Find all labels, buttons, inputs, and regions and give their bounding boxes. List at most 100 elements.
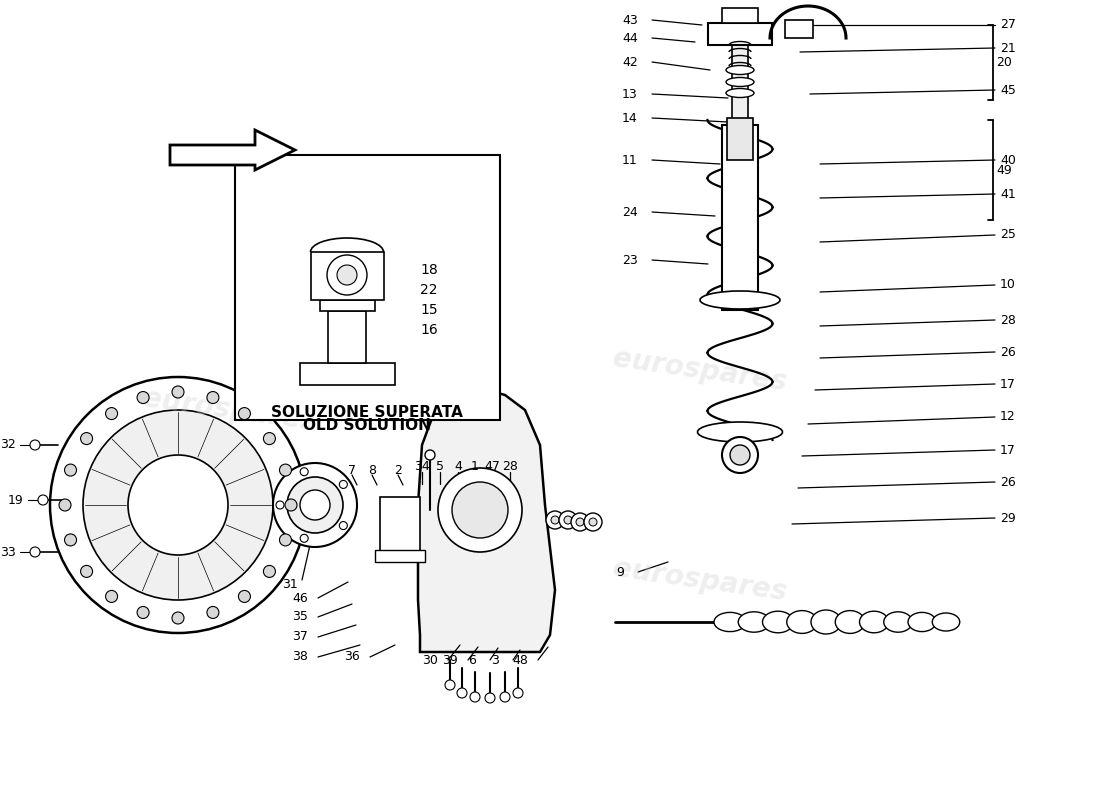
Text: 5: 5 xyxy=(436,461,444,474)
Circle shape xyxy=(513,688,522,698)
Circle shape xyxy=(65,534,77,546)
Text: 45: 45 xyxy=(1000,83,1016,97)
Circle shape xyxy=(80,433,92,445)
Bar xyxy=(722,8,758,23)
Circle shape xyxy=(722,437,758,473)
Text: 15: 15 xyxy=(420,303,438,317)
Bar xyxy=(300,363,395,385)
Bar xyxy=(722,125,758,310)
Ellipse shape xyxy=(859,611,889,633)
Circle shape xyxy=(425,450,435,460)
Text: 44: 44 xyxy=(623,31,638,45)
Ellipse shape xyxy=(811,610,842,634)
Text: 26: 26 xyxy=(1000,475,1015,489)
Circle shape xyxy=(138,391,150,403)
Text: 26: 26 xyxy=(1000,346,1015,358)
Text: 49: 49 xyxy=(996,163,1012,177)
Text: 3: 3 xyxy=(491,654,499,666)
Ellipse shape xyxy=(726,66,754,74)
Circle shape xyxy=(500,692,510,702)
Circle shape xyxy=(30,547,40,557)
Circle shape xyxy=(339,481,348,489)
Circle shape xyxy=(588,518,597,526)
Text: 43: 43 xyxy=(623,14,638,26)
Text: 37: 37 xyxy=(293,630,308,643)
Text: OLD SOLUTION: OLD SOLUTION xyxy=(304,418,431,433)
Text: SOLUZIONE SUPERATA: SOLUZIONE SUPERATA xyxy=(271,405,463,420)
Text: 21: 21 xyxy=(1000,42,1015,54)
Circle shape xyxy=(106,407,118,419)
Bar xyxy=(708,23,772,45)
Circle shape xyxy=(327,255,367,295)
Ellipse shape xyxy=(883,612,912,632)
Circle shape xyxy=(239,407,251,419)
Text: 20: 20 xyxy=(996,57,1012,70)
Bar xyxy=(375,550,425,562)
Text: 27: 27 xyxy=(1000,18,1016,31)
Text: 28: 28 xyxy=(502,461,518,474)
Text: 48: 48 xyxy=(513,654,528,666)
Circle shape xyxy=(59,499,72,511)
Circle shape xyxy=(287,477,343,533)
Text: 29: 29 xyxy=(1000,511,1015,525)
Text: 22: 22 xyxy=(420,283,438,297)
Ellipse shape xyxy=(726,89,754,98)
Text: eurospares: eurospares xyxy=(141,384,319,436)
Ellipse shape xyxy=(762,611,793,633)
Circle shape xyxy=(50,377,306,633)
Bar xyxy=(235,155,500,420)
Text: 40: 40 xyxy=(1000,154,1016,166)
Bar xyxy=(311,252,384,300)
Circle shape xyxy=(470,692,480,702)
Circle shape xyxy=(279,464,292,476)
Circle shape xyxy=(438,468,522,552)
Text: 11: 11 xyxy=(623,154,638,166)
Circle shape xyxy=(172,612,184,624)
Circle shape xyxy=(285,499,297,511)
Circle shape xyxy=(576,518,584,526)
Circle shape xyxy=(263,566,275,578)
Circle shape xyxy=(82,410,273,600)
Ellipse shape xyxy=(697,422,782,442)
Polygon shape xyxy=(170,130,295,170)
Circle shape xyxy=(485,693,495,703)
Text: 31: 31 xyxy=(282,578,298,591)
Text: 42: 42 xyxy=(623,55,638,69)
Ellipse shape xyxy=(786,610,817,634)
Bar xyxy=(379,497,420,552)
Circle shape xyxy=(546,511,564,529)
Circle shape xyxy=(276,501,284,509)
Polygon shape xyxy=(418,388,556,652)
Text: 25: 25 xyxy=(1000,229,1016,242)
Text: 9: 9 xyxy=(616,566,624,578)
Ellipse shape xyxy=(933,613,959,631)
Circle shape xyxy=(300,490,330,520)
Ellipse shape xyxy=(726,78,754,86)
Bar xyxy=(328,311,366,363)
Circle shape xyxy=(551,516,559,524)
Text: 14: 14 xyxy=(623,111,638,125)
Text: 41: 41 xyxy=(1000,187,1015,201)
Circle shape xyxy=(452,482,508,538)
Text: 17: 17 xyxy=(1000,443,1016,457)
Text: 46: 46 xyxy=(293,591,308,605)
Circle shape xyxy=(138,606,150,618)
Circle shape xyxy=(273,463,358,547)
Text: eurospares: eurospares xyxy=(612,344,789,396)
Text: 24: 24 xyxy=(623,206,638,218)
Text: 32: 32 xyxy=(0,438,15,451)
Circle shape xyxy=(30,440,40,450)
Text: 23: 23 xyxy=(623,254,638,266)
Text: 1: 1 xyxy=(471,461,478,474)
Bar xyxy=(732,45,748,125)
Text: 4: 4 xyxy=(454,461,462,474)
Text: 34: 34 xyxy=(414,461,430,474)
Circle shape xyxy=(106,590,118,602)
Text: eurospares: eurospares xyxy=(612,554,789,606)
Circle shape xyxy=(559,511,578,529)
Circle shape xyxy=(207,606,219,618)
Circle shape xyxy=(339,522,348,530)
Circle shape xyxy=(172,386,184,398)
Circle shape xyxy=(207,391,219,403)
Text: 18: 18 xyxy=(420,263,438,277)
